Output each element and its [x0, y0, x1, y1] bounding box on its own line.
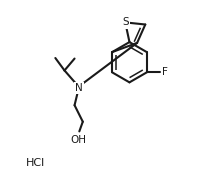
Text: OH: OH [70, 135, 86, 145]
Text: HCl: HCl [26, 158, 45, 168]
Text: F: F [163, 67, 168, 77]
Text: N: N [75, 83, 83, 93]
Text: S: S [122, 17, 129, 27]
